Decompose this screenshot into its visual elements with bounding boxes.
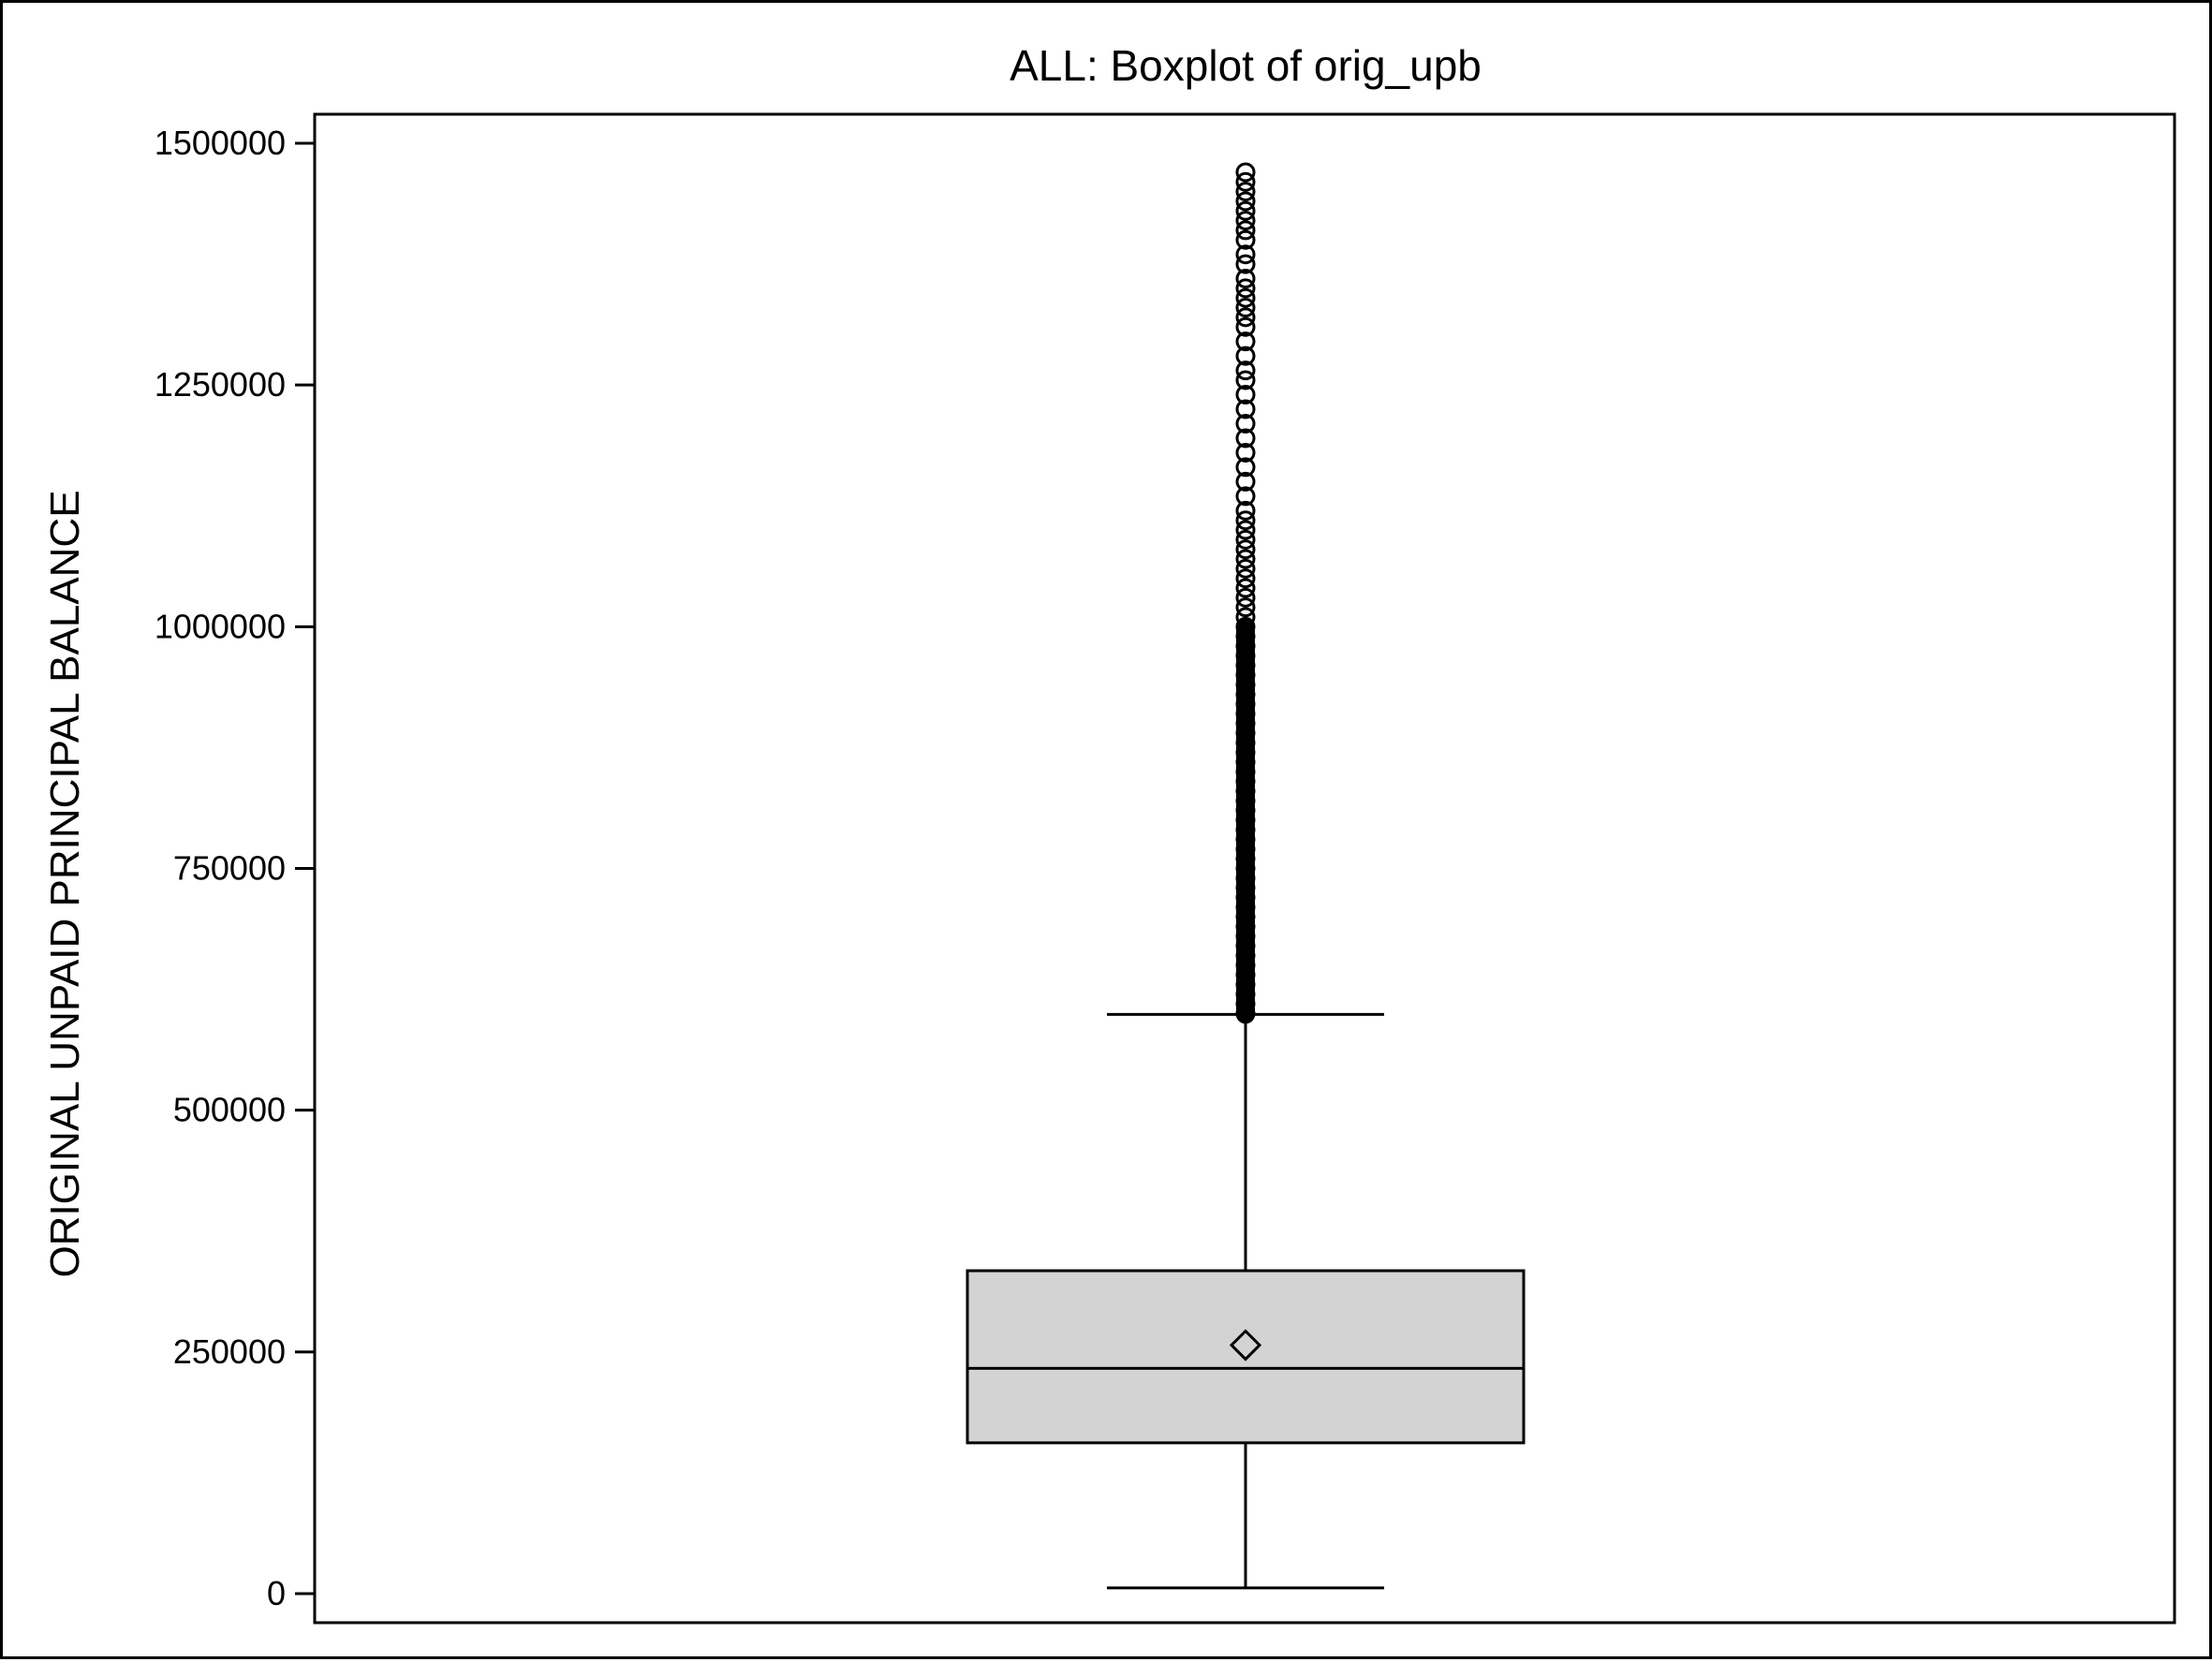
outlier-point bbox=[1235, 162, 1256, 183]
outlier-point bbox=[1235, 520, 1256, 540]
y-tick-label: 750000 bbox=[173, 849, 286, 888]
outlier-point bbox=[1235, 254, 1256, 274]
outlier-point bbox=[1235, 370, 1256, 390]
outlier-point bbox=[1235, 510, 1256, 531]
outlier-point bbox=[1235, 331, 1256, 352]
outlier-point bbox=[1235, 500, 1256, 521]
outlier-point bbox=[1235, 471, 1256, 492]
outlier-point bbox=[1235, 587, 1256, 608]
iqr-box bbox=[966, 1269, 1526, 1445]
y-tick-label: 1250000 bbox=[155, 365, 286, 404]
outlier-point bbox=[1235, 558, 1256, 579]
outlier-point bbox=[1235, 597, 1256, 618]
outlier-point bbox=[1235, 384, 1256, 404]
outlier-point bbox=[1235, 229, 1256, 250]
outlier-point bbox=[1235, 413, 1256, 434]
outlier-point bbox=[1235, 578, 1256, 598]
outlier-point bbox=[1235, 171, 1256, 192]
outlier-point bbox=[1235, 399, 1256, 419]
outlier-point bbox=[1235, 191, 1256, 212]
boxplot-chart: ALL: Boxplot of orig_upb ORIGINAL UNPAID… bbox=[42, 41, 2176, 1625]
outlier-point bbox=[1235, 568, 1256, 589]
y-tick-label: 250000 bbox=[173, 1332, 286, 1371]
y-tick-label: 0 bbox=[267, 1574, 286, 1612]
outlier-point bbox=[1235, 182, 1256, 202]
outlier-point bbox=[1235, 539, 1256, 560]
outlier-point bbox=[1235, 457, 1256, 478]
y-tick-label: 500000 bbox=[173, 1091, 286, 1129]
outlier-point bbox=[1235, 220, 1256, 241]
outlier-point bbox=[1235, 287, 1256, 308]
y-tick-label: 1500000 bbox=[155, 124, 286, 162]
outlier-point bbox=[1235, 486, 1256, 507]
outlier-point bbox=[1235, 307, 1256, 328]
outlier-point bbox=[1235, 200, 1256, 221]
outlier-point bbox=[1235, 211, 1256, 231]
y-axis-ticks: 0 250000 500000 750000 1000000 1250000 1500000 bbox=[155, 124, 315, 1612]
outlier-point bbox=[1235, 442, 1256, 463]
outlier-point bbox=[1235, 346, 1256, 366]
outlier-point bbox=[1235, 549, 1256, 569]
chart-title: ALL: Boxplot of orig_upb bbox=[1010, 41, 1482, 90]
outlier-point bbox=[1235, 316, 1256, 337]
outlier-point bbox=[1235, 298, 1256, 318]
mean-marker bbox=[1229, 1329, 1262, 1361]
outlier-point bbox=[1235, 278, 1256, 299]
outlier-point bbox=[1235, 244, 1256, 265]
box-series bbox=[966, 162, 1526, 1590]
outlier-point bbox=[1235, 360, 1256, 381]
y-tick-label: 1000000 bbox=[155, 607, 286, 645]
outlier-point bbox=[1235, 428, 1256, 449]
y-axis-label: ORIGINAL UNPAID PRINCIPAL BALANCE bbox=[42, 490, 88, 1277]
outlier-points bbox=[1235, 162, 1256, 1024]
outlier-point bbox=[1235, 269, 1256, 289]
outlier-point bbox=[1235, 529, 1256, 550]
